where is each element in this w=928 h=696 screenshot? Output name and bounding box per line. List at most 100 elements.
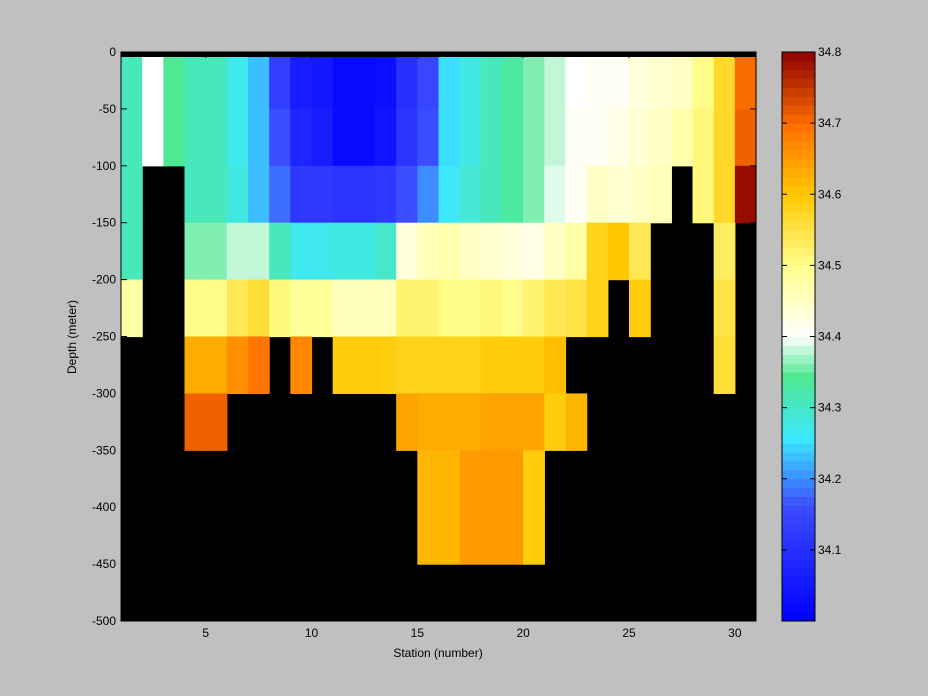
heatmap-cell: [205, 393, 228, 451]
heatmap-cell: [332, 108, 355, 167]
colorbar-swatch: [782, 407, 815, 418]
heatmap-cell: [502, 165, 524, 224]
heatmap-cell: [565, 279, 588, 338]
heatmap-cell: [713, 222, 736, 281]
heatmap-cell: [311, 279, 334, 338]
colorbar-swatch: [782, 292, 815, 302]
colorbar-swatch: [782, 345, 815, 355]
heatmap-cell: [417, 279, 440, 338]
x-tick-label: 25: [622, 626, 636, 640]
heatmap-cell: [502, 450, 524, 508]
colorbar-swatch: [782, 549, 815, 560]
colorbar-tick-label: 34.1: [818, 543, 842, 557]
heatmap-cell: [607, 222, 630, 281]
heatmap-cell: [332, 165, 355, 224]
heatmap-cell: [459, 222, 482, 281]
heatmap-cell: [607, 108, 630, 167]
colorbar-swatch: [782, 229, 815, 240]
heatmap-cell: [629, 222, 651, 281]
heatmap-cell: [523, 336, 545, 394]
colorbar-swatch: [782, 327, 815, 337]
colorbar-swatch: [782, 114, 815, 124]
heatmap-cell: [459, 450, 482, 508]
heatmap-cell: [290, 52, 313, 110]
colorbar-swatch: [782, 363, 815, 373]
heatmap-cell: [311, 108, 334, 167]
colorbar-swatch: [782, 372, 815, 382]
heatmap-cell: [163, 108, 186, 167]
y-tick-label: -100: [92, 159, 116, 173]
heatmap-cell: [184, 222, 207, 281]
colorbar-swatch: [782, 380, 815, 391]
heatmap-cell: [734, 108, 757, 167]
colorbar-swatch: [782, 505, 815, 515]
x-tick-label: 20: [516, 626, 530, 640]
colorbar-swatch: [782, 585, 815, 595]
y-tick-label: 0: [109, 45, 116, 59]
colorbar-swatch: [782, 52, 815, 62]
heatmap-cell: [586, 165, 609, 224]
heatmap-cell: [459, 507, 482, 565]
heatmap-cell: [121, 222, 143, 281]
heatmap-cell: [650, 52, 672, 110]
colorbar-swatch: [782, 203, 815, 213]
heatmap-cell: [607, 52, 630, 110]
heatmap-cell: [438, 279, 461, 338]
y-tick-label: -450: [92, 557, 116, 571]
heatmap-cell: [353, 279, 376, 338]
heatmap-cell: [417, 393, 440, 451]
heatmap-cell: [523, 165, 545, 224]
heatmap-cell: [438, 52, 461, 110]
heatmap-cell: [332, 336, 355, 394]
heatmap-cell: [375, 336, 397, 394]
colorbar-tick-label: 34.4: [818, 330, 842, 344]
heatmap-cell: [629, 165, 651, 224]
colorbar-swatch: [782, 194, 815, 204]
heatmap-cell: [480, 336, 503, 394]
colorbar-swatch: [782, 212, 815, 222]
heatmap-cell: [184, 52, 207, 110]
colorbar-swatch: [782, 283, 815, 293]
heatmap-cell: [353, 336, 376, 394]
y-tick-label: -250: [92, 330, 116, 344]
colorbar-swatch: [782, 460, 815, 471]
heatmap-cell: [417, 52, 440, 110]
heatmap-cell: [248, 108, 270, 167]
heatmap-cell: [586, 279, 609, 338]
colorbar-swatch: [782, 220, 815, 231]
heatmap-cell: [184, 336, 207, 394]
colorbar-swatches: [782, 52, 815, 622]
colorbar-swatch: [782, 487, 815, 498]
heatmap-cell: [205, 165, 228, 224]
heatmap-cell: [650, 165, 672, 224]
colorbar-tick-label: 34.5: [818, 258, 842, 272]
heatmap-cell: [502, 222, 524, 281]
heatmap-cell: [480, 279, 503, 338]
heatmap-cell: [226, 52, 249, 110]
colorbar-swatch: [782, 309, 815, 320]
heatmap-cell: [544, 336, 567, 394]
heatmap-cell: [544, 165, 567, 224]
heatmap-cell: [438, 222, 461, 281]
heatmap-cell: [565, 393, 588, 451]
colorbar-swatch: [782, 185, 815, 195]
heatmap-cell: [226, 279, 249, 338]
colorbar-swatch: [782, 567, 815, 578]
heatmap-cell: [121, 108, 143, 167]
colorbar-swatch: [782, 558, 815, 569]
heatmap-cell: [375, 52, 397, 110]
heatmap-cell: [332, 279, 355, 338]
y-tick-label: -200: [92, 273, 116, 287]
heatmap-cell: [438, 108, 461, 167]
colorbar-swatch: [782, 576, 815, 586]
heatmap-cell: [290, 165, 313, 224]
heatmap-cell: [353, 52, 376, 110]
heatmap-cell: [248, 279, 270, 338]
heatmap-cell: [480, 222, 503, 281]
heatmap-cell: [713, 336, 736, 394]
heatmap-cell: [692, 165, 715, 224]
heatmap-cells: [121, 52, 757, 565]
heatmap-cell: [459, 279, 482, 338]
heatmap-cell: [586, 222, 609, 281]
heatmap-cell: [226, 222, 249, 281]
